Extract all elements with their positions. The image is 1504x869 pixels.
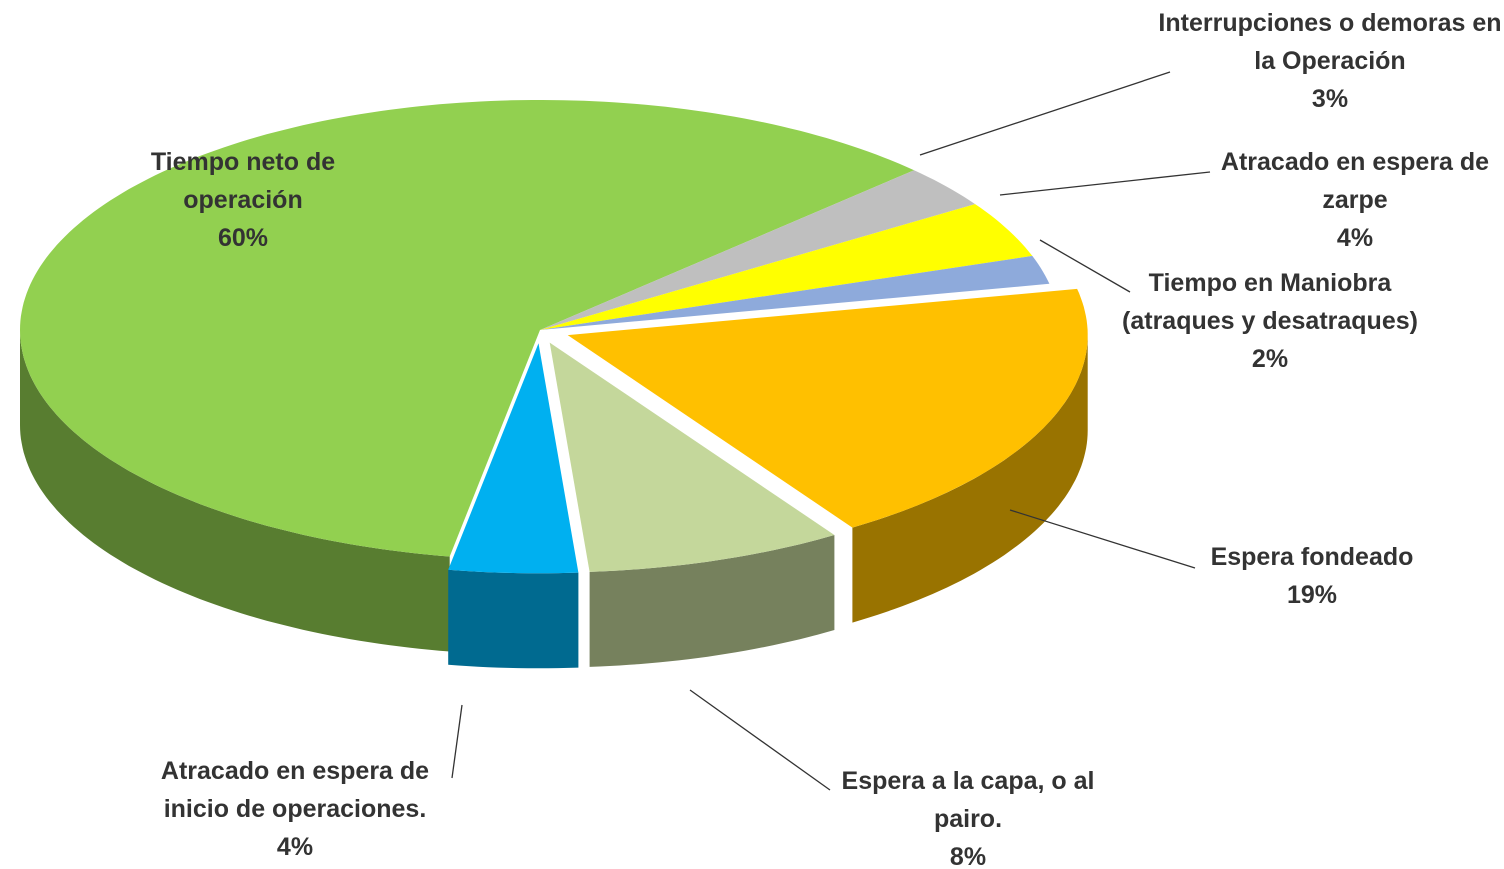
category-label: Atracado en espera de zarpe <box>1220 148 1490 214</box>
value-label: 60% <box>217 224 269 252</box>
data-label: Interrupciones o demoras en la Operación… <box>1150 4 1504 118</box>
slice-side <box>589 535 835 667</box>
category-label: Atracado en espera de inicio de operacio… <box>160 757 430 823</box>
value-label: 4% <box>276 833 314 861</box>
data-label: Atracado en espera de zarpe 4% <box>1195 143 1504 257</box>
data-label: Tiempo neto de operación 60% <box>93 143 393 257</box>
slice <box>540 255 1050 330</box>
category-label: Tiempo en Maniobra (atraques y desatraqu… <box>1122 269 1418 335</box>
data-label: Tiempo en Maniobra (atraques y desatraqu… <box>1090 264 1450 378</box>
value-label: 2% <box>1251 345 1289 373</box>
slice-side <box>20 330 450 652</box>
category-label: Interrupciones o demoras en la Operación <box>1158 9 1502 75</box>
data-label: Espera a la capa, o al pairo. 8% <box>818 762 1118 869</box>
slice <box>540 170 976 330</box>
slice <box>20 100 915 557</box>
slice <box>549 342 835 572</box>
slice <box>567 288 1088 528</box>
category-label: Espera fondeado <box>1210 543 1414 571</box>
leader-line <box>1009 509 1196 569</box>
data-label: Espera fondeado 19% <box>1162 538 1462 614</box>
leader-line <box>1039 239 1131 293</box>
leader-line <box>999 171 1211 196</box>
slice <box>540 204 1033 330</box>
category-label: Espera a la capa, o al pairo. <box>841 767 1095 833</box>
leader-line <box>689 689 831 791</box>
slice <box>448 343 579 574</box>
value-label: 4% <box>1336 224 1374 252</box>
value-label: 8% <box>949 843 987 869</box>
data-label: Atracado en espera de inicio de operacio… <box>135 752 455 866</box>
value-label: 3% <box>1311 85 1349 113</box>
leader-line <box>919 71 1171 156</box>
value-label: 19% <box>1286 581 1338 609</box>
leader-line <box>451 704 463 779</box>
slice-side <box>852 335 1088 623</box>
slice-side <box>448 569 579 669</box>
category-label: Tiempo neto de operación <box>150 148 336 214</box>
